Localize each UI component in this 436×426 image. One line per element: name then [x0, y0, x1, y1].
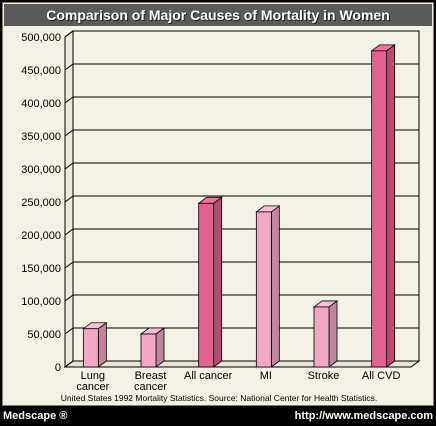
y-tick-label: 200,000	[21, 230, 61, 242]
bar-side	[386, 44, 396, 368]
y-tick-label: 500,000	[21, 32, 61, 44]
x-tick-label: Lung	[81, 370, 105, 382]
source-note: United States 1992 Mortality Statistics.…	[60, 393, 378, 403]
gridline	[64, 294, 419, 302]
gridline	[64, 195, 419, 203]
bar	[313, 306, 330, 368]
y-tick-label: 100,000	[21, 296, 61, 308]
x-tick-label: All CVD	[362, 370, 401, 382]
y-tick-label: 450,000	[21, 65, 61, 77]
bar-side	[155, 327, 165, 368]
bar-side	[328, 300, 338, 368]
y-tick-label: 400,000	[21, 98, 61, 110]
y-tick-label: 50,000	[27, 329, 61, 341]
bar-chart: 0 50,000 100,000 150,000 200,000 250,000 300,0…	[21, 30, 421, 393]
x-tick-label: cancer	[76, 381, 109, 393]
gridline	[64, 228, 419, 236]
gridline	[64, 96, 419, 104]
site-url[interactable]: http://www.medscape.com	[294, 410, 433, 422]
title-band: Comparison of Major Causes of Mortality …	[4, 4, 432, 26]
footer-bar: Medscape ® http://www.medscape.com	[0, 408, 436, 426]
gridline	[64, 129, 419, 137]
x-tick-label: All cancer	[184, 370, 233, 382]
gridline	[64, 30, 419, 38]
y-tick-label: 250,000	[21, 197, 61, 209]
bar	[82, 328, 99, 368]
bar-side	[270, 205, 280, 368]
bar	[255, 211, 272, 368]
chart-title: Comparison of Major Causes of Mortality …	[46, 7, 390, 23]
bar-side	[213, 196, 223, 368]
chart-floor	[63, 360, 421, 368]
gridline	[64, 360, 419, 368]
x-tick-label: Breast	[135, 370, 167, 382]
bar	[140, 333, 157, 368]
brand-logo: Medscape ®	[3, 410, 68, 422]
gridline	[64, 63, 419, 71]
y-tick-label: 300,000	[21, 164, 61, 176]
gridline	[64, 162, 419, 170]
chart-panel: Comparison of Major Causes of Mortality …	[2, 2, 434, 406]
x-tick-label: MI	[260, 370, 272, 382]
gridline	[64, 327, 419, 335]
bar	[198, 202, 215, 368]
gridline	[64, 261, 419, 269]
y-tick-label: 0	[55, 362, 61, 374]
x-tick-label: cancer	[134, 381, 167, 393]
bar-side	[97, 321, 107, 368]
bar	[371, 50, 388, 368]
y-tick-label: 150,000	[21, 263, 61, 275]
x-tick-label: Stroke	[308, 370, 340, 382]
y-tick-label: 350,000	[21, 131, 61, 143]
